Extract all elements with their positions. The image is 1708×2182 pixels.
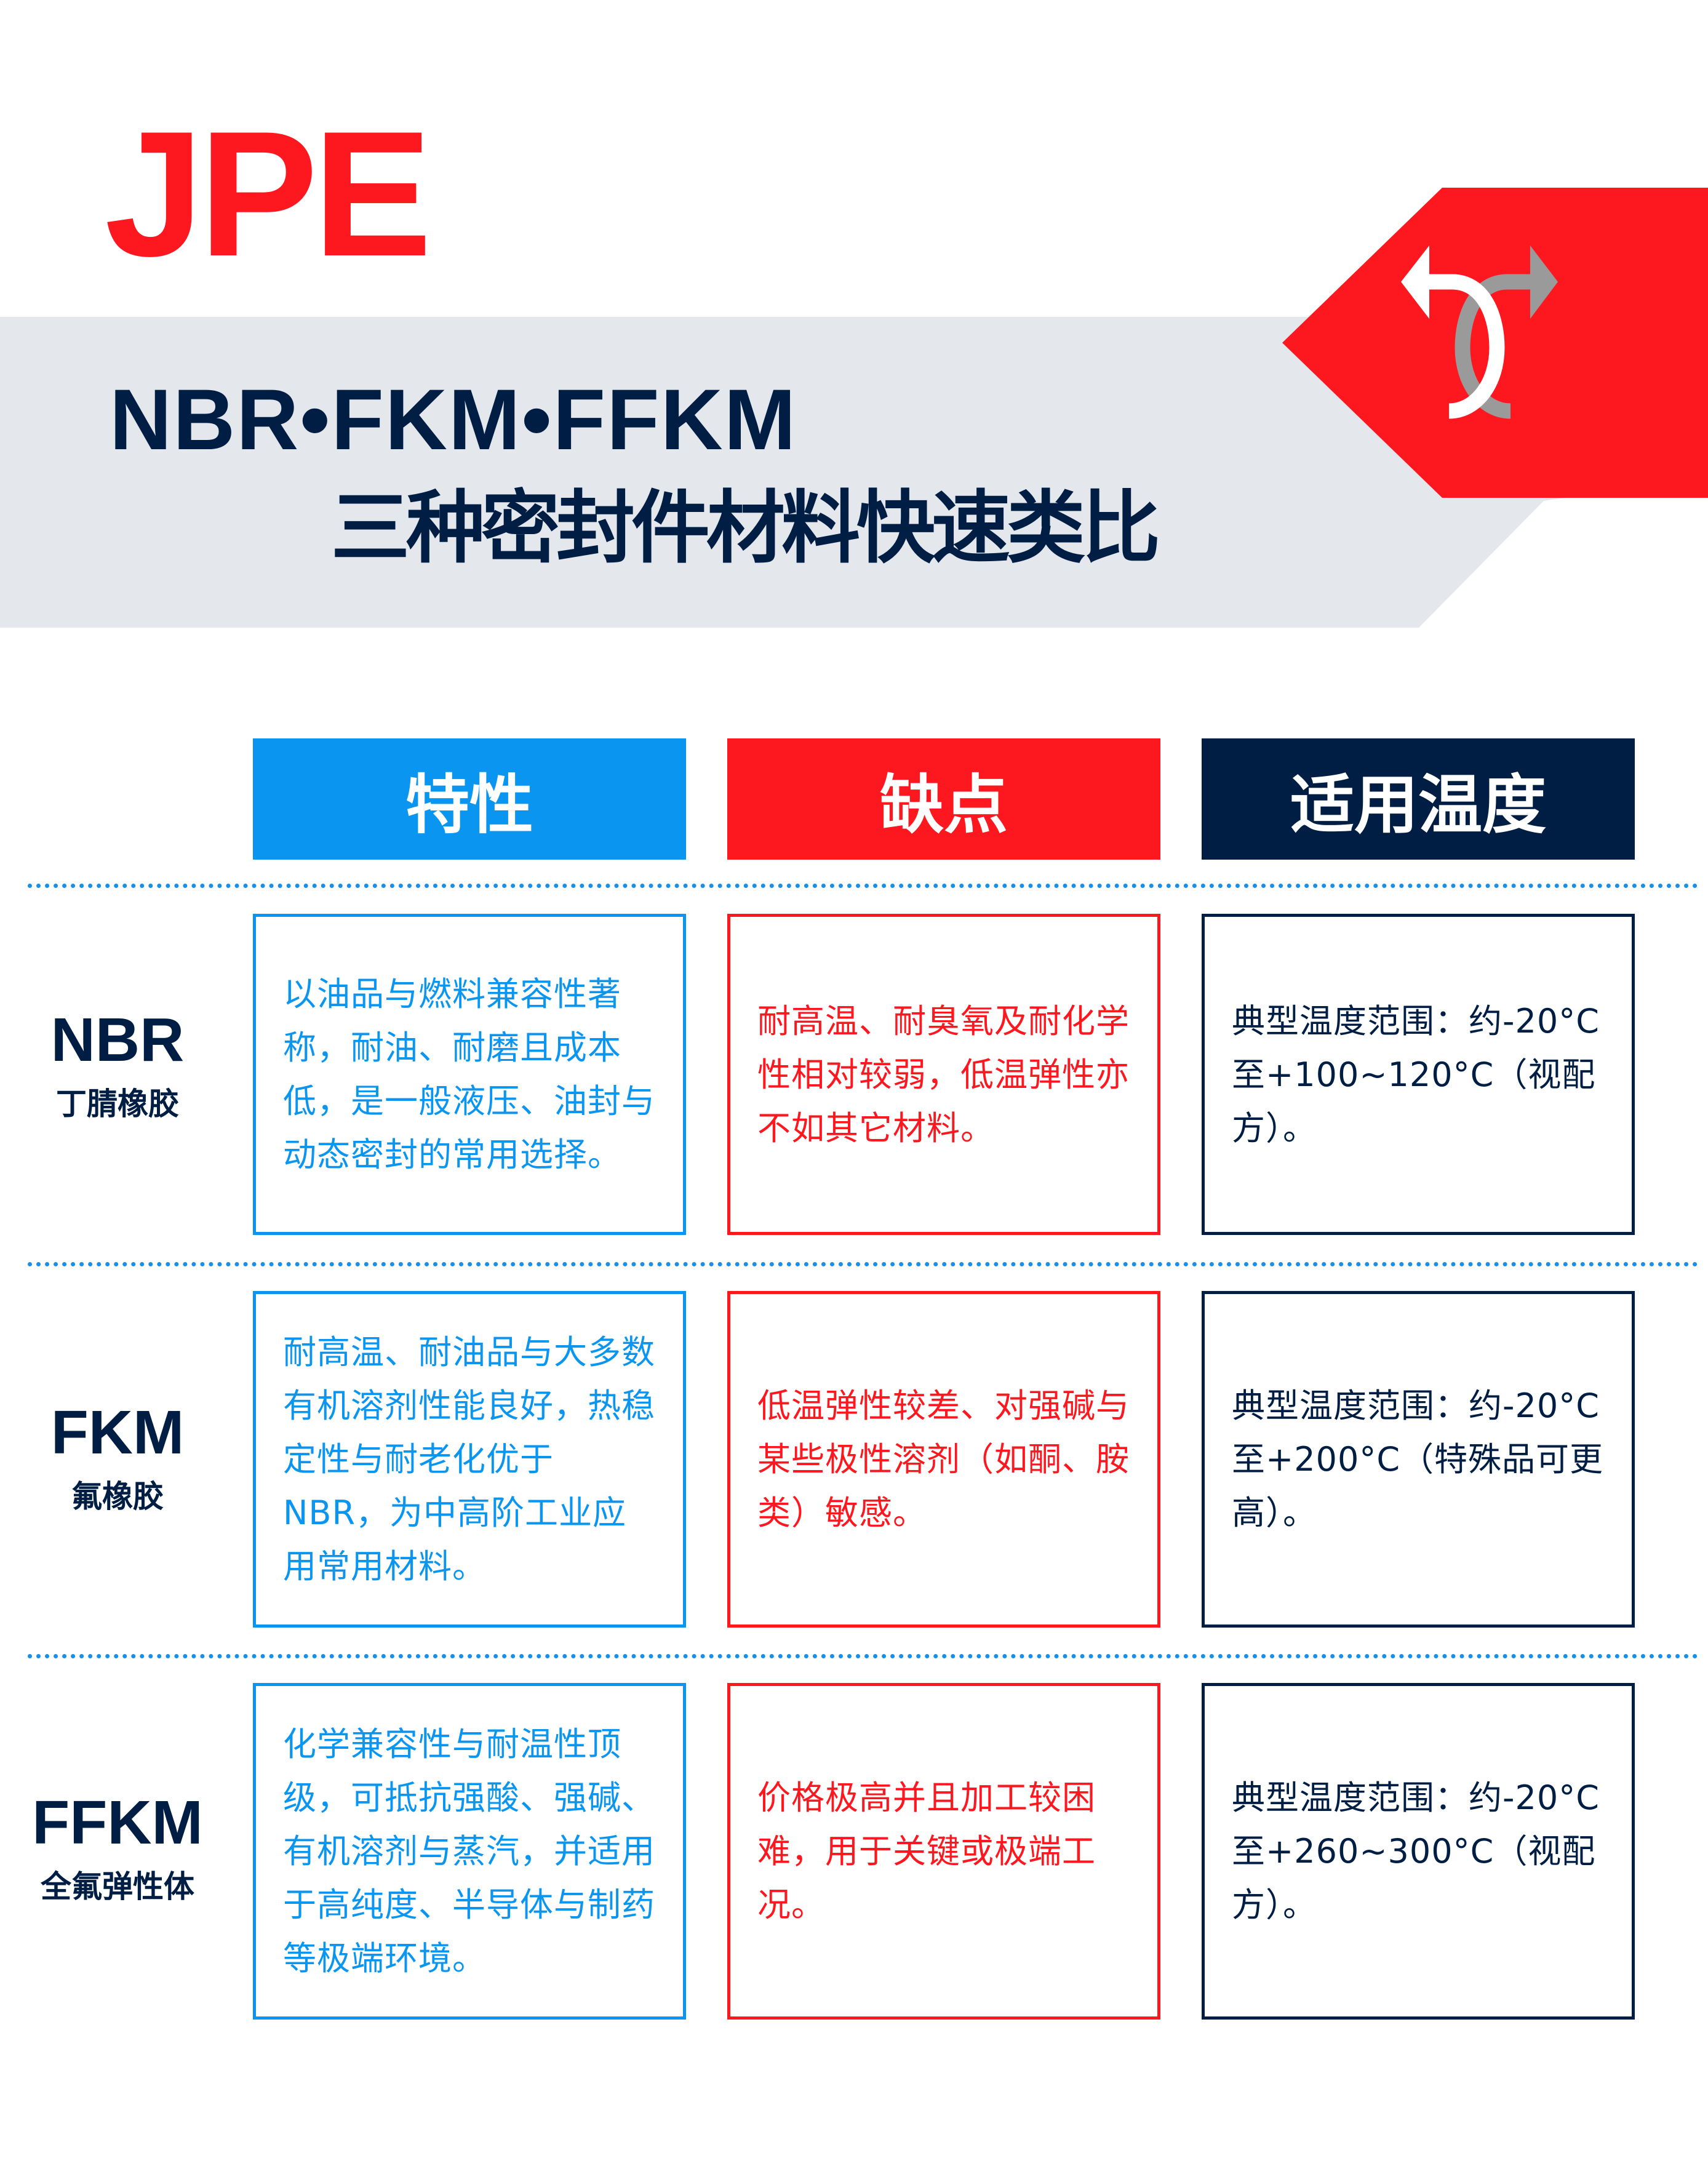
- cell-text: 耐高温、耐臭氧及耐化学性相对较弱，低温弹性亦不如其它材料。: [757, 1001, 1130, 1148]
- row-label-ffkm: FFKM 全氟弹性体: [0, 1792, 235, 1906]
- cell-text: 价格极高并且加工较困难，用于关键或极端工况。: [757, 1778, 1096, 1924]
- material-name: FFKM: [32, 1788, 203, 1857]
- cell-text: 典型温度范围：约-20°C至+100~120°C（视配方）。: [1232, 1001, 1600, 1148]
- row-divider: [28, 1262, 1698, 1266]
- page-title-line1: NBR•FKM•FFKM: [110, 371, 797, 468]
- row-divider: [28, 1654, 1698, 1658]
- column-header-features: 特性: [253, 738, 686, 860]
- ffkm-drawbacks-cell: 价格极高并且加工较困难，用于关键或极端工况。: [727, 1683, 1160, 2020]
- row-label-nbr: NBR 丁腈橡胶: [0, 1009, 235, 1124]
- ffkm-features-cell: 化学兼容性与耐温性顶级，可抵抗强酸、强碱、有机溶剂与蒸汽，并适用于高纯度、半导体…: [253, 1683, 686, 2020]
- cell-text: 典型温度范围：约-20°C至+200°C（特殊品可更高）。: [1232, 1386, 1604, 1532]
- material-subname: 全氟弹性体: [41, 1869, 194, 1904]
- column-header-drawbacks: 缺点: [727, 738, 1160, 860]
- column-header-temperature: 适用温度: [1202, 738, 1635, 860]
- jpe-logo: JPE: [105, 94, 432, 294]
- fkm-features-cell: 耐高温、耐油品与大多数有机溶剂性能良好，热稳定性与耐老化优于NBR，为中高阶工业…: [253, 1291, 686, 1628]
- fkm-drawbacks-cell: 低温弹性较差、对强碱与某些极性溶剂（如酮、胺类）敏感。: [727, 1291, 1160, 1628]
- nbr-drawbacks-cell: 耐高温、耐臭氧及耐化学性相对较弱，低温弹性亦不如其它材料。: [727, 914, 1160, 1235]
- material-name: NBR: [50, 1005, 185, 1074]
- row-divider: [28, 884, 1698, 888]
- material-subname: 丁腈橡胶: [56, 1086, 179, 1122]
- row-label-fkm: FKM 氟橡胶: [0, 1402, 235, 1516]
- nbr-features-cell: 以油品与燃料兼容性著称，耐油、耐磨且成本低，是一般液压、油封与动态密封的常用选择…: [253, 914, 686, 1235]
- crossing-arrows-icon: [1401, 246, 1558, 419]
- gray-title-band: [0, 317, 1600, 628]
- cell-text: 耐高温、耐油品与大多数有机溶剂性能良好，热稳定性与耐老化优于NBR，为中高阶工业…: [283, 1333, 655, 1586]
- cell-text: 低温弹性较差、对强碱与某些极性溶剂（如酮、胺类）敏感。: [757, 1386, 1130, 1532]
- page-title-line2: 三种密封件材料快速类比: [331, 482, 1160, 574]
- nbr-temperature-cell: 典型温度范围：约-20°C至+100~120°C（视配方）。: [1202, 914, 1635, 1235]
- cell-text: 以油品与燃料兼容性著称，耐油、耐磨且成本低，是一般液压、油封与动态密封的常用选择…: [283, 975, 655, 1174]
- cell-text: 典型温度范围：约-20°C至+260~300°C（视配方）。: [1232, 1778, 1600, 1924]
- cell-text: 化学兼容性与耐温性顶级，可抵抗强酸、强碱、有机溶剂与蒸汽，并适用于高纯度、半导体…: [283, 1725, 655, 1978]
- fkm-temperature-cell: 典型温度范围：约-20°C至+200°C（特殊品可更高）。: [1202, 1291, 1635, 1628]
- material-name: FKM: [50, 1398, 185, 1467]
- material-subname: 氟橡胶: [71, 1479, 164, 1514]
- ffkm-temperature-cell: 典型温度范围：约-20°C至+260~300°C（视配方）。: [1202, 1683, 1635, 2020]
